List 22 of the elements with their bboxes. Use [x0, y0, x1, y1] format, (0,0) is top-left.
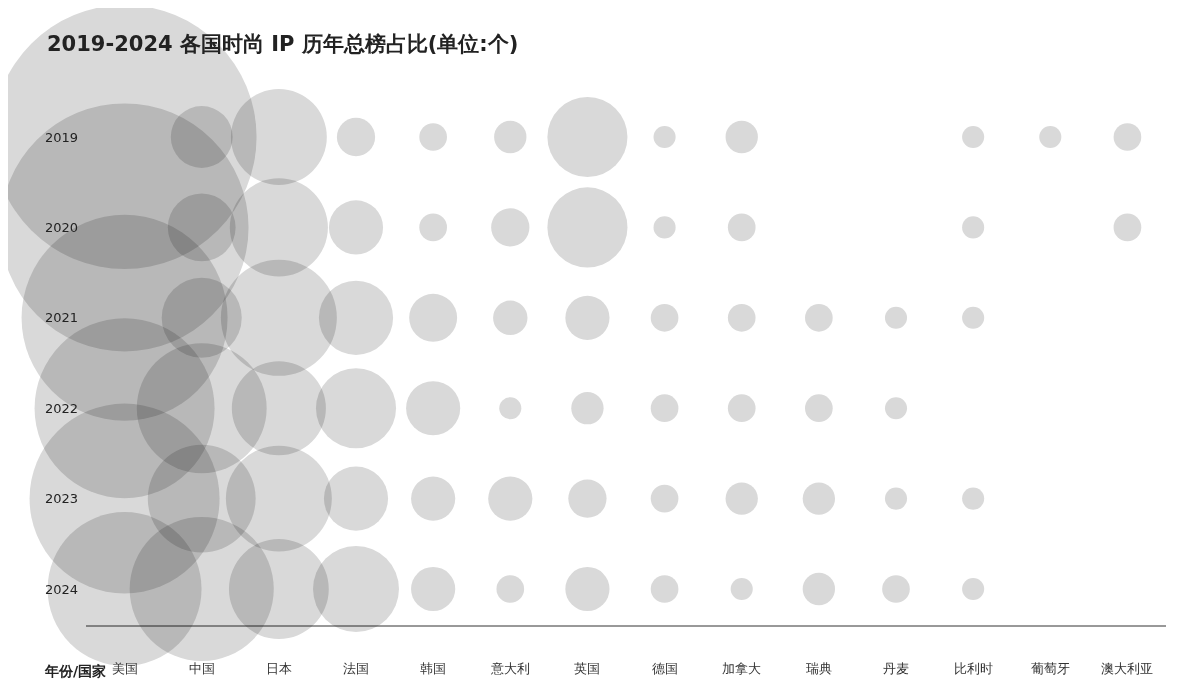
x-tick-label: 葡萄牙	[1030, 661, 1070, 677]
y-tick-label: 2023	[44, 491, 78, 507]
y-tick-label: 2022	[44, 400, 78, 416]
x-axis-title: 年份/国家	[45, 663, 107, 681]
x-tick-label: 澳大利亚	[1101, 661, 1154, 677]
x-tick-label: 中国	[188, 661, 215, 677]
chart-title: 2019-2024 各国时尚 IP 历年总榜占比(单位:个)	[47, 31, 519, 58]
y-tick-label: 2021	[44, 310, 78, 326]
x-tick-label: 韩国	[420, 661, 447, 677]
x-tick-label: 英国	[574, 661, 601, 677]
x-tick-label: 比利时	[953, 661, 993, 677]
y-tick-label: 2020	[44, 220, 78, 236]
y-tick-label: 2024	[44, 581, 78, 597]
x-tick-label: 日本	[265, 661, 292, 677]
x-tick-label: 加拿大	[722, 661, 762, 677]
x-tick-label: 德国	[651, 661, 678, 677]
x-tick-label: 法国	[343, 661, 369, 677]
x-tick-label: 意大利	[489, 661, 530, 677]
x-tick-label: 丹麦	[883, 661, 909, 677]
x-tick-label: 美国	[111, 661, 138, 677]
y-tick-label: 2019	[44, 129, 78, 145]
x-tick-label: 瑞典	[805, 661, 832, 677]
